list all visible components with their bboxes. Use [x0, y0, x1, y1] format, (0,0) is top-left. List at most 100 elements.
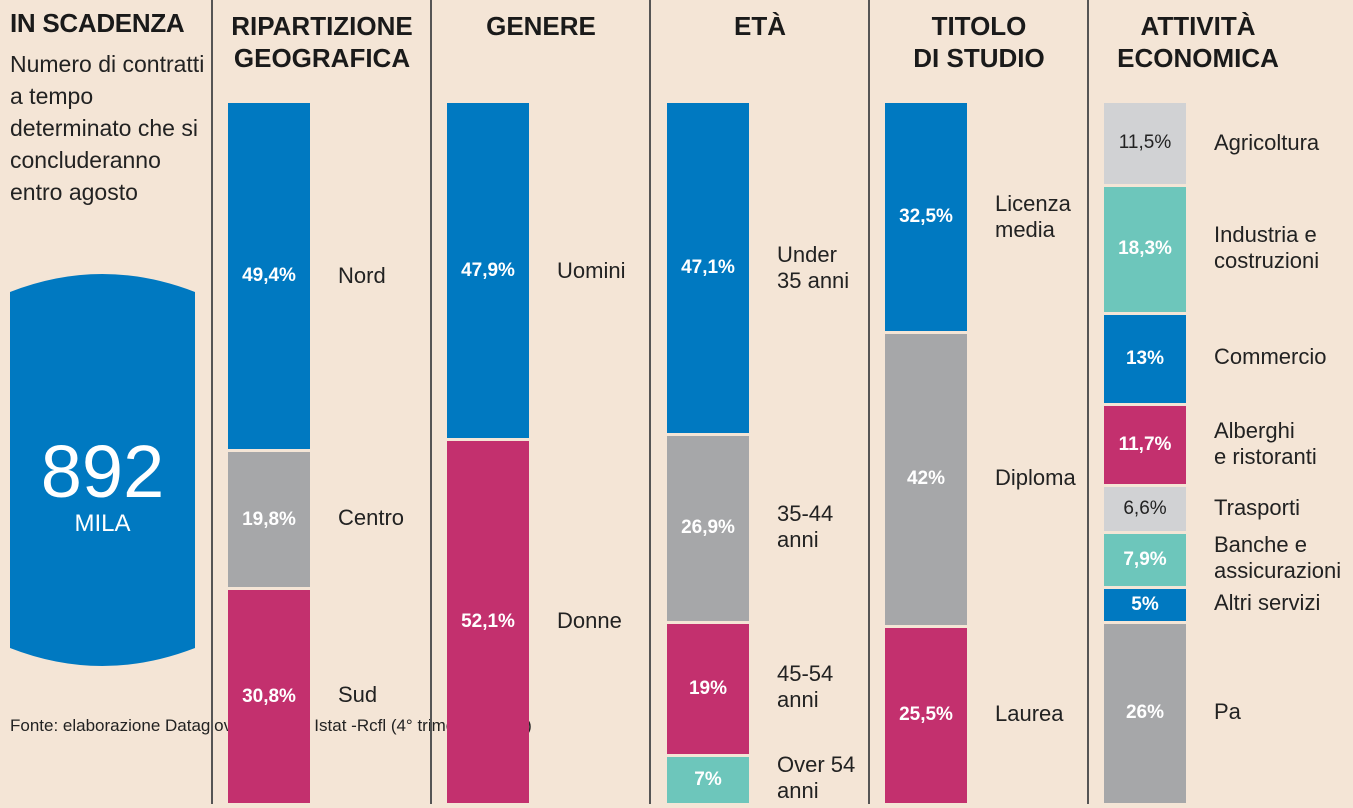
- category-label: Agricoltura: [1214, 130, 1320, 156]
- category-label: Sud: [338, 682, 378, 708]
- category-label: 45-54 anni: [777, 661, 834, 713]
- column-divider: [430, 0, 432, 804]
- chart-title: ETÀ: [734, 11, 786, 41]
- bar-segment-fill: 25,5%: [885, 627, 967, 803]
- stacked-bar: 47,9% Uomini 52,1% Donne: [447, 103, 677, 803]
- chart-title: TITOLO DI STUDIO: [913, 11, 1045, 73]
- data-label: 26,9%: [681, 517, 735, 539]
- category-label: Nord: [338, 262, 386, 288]
- bar-segment: 42% Diploma: [885, 331, 1115, 625]
- category-label: Under 35 anni: [777, 241, 850, 293]
- bar-segment-fill: 7%: [667, 756, 749, 803]
- stacked-bar: 47,1% Under 35 anni 26,9% 35-44 anni 19% 45-5…: [667, 103, 897, 803]
- bar-segment: 47,1% Under 35 anni: [667, 103, 897, 433]
- category-label: Laurea: [995, 700, 1064, 726]
- stacked-bar: 32,5% Licenza media 42% Diploma 25,5% Laurea: [885, 103, 1115, 803]
- bar-segment-fill: 26,9%: [667, 435, 749, 621]
- bar-segment: 26% Pa: [1104, 621, 1334, 803]
- category-label: Trasporti: [1214, 494, 1300, 520]
- bar-segment-fill: 47,1%: [667, 103, 749, 433]
- data-label: 26%: [1125, 702, 1165, 724]
- bar-segment: 30,8% Sud: [228, 587, 458, 803]
- category-label: Donne: [557, 607, 622, 633]
- category-label: Alberghi e ristoranti: [1214, 417, 1317, 469]
- category-label: Over 54 anni: [777, 752, 856, 804]
- bar-segment-fill: 32,5%: [885, 103, 967, 331]
- category-label: Industria e costruzioni: [1214, 221, 1320, 273]
- category-label: Diploma: [995, 464, 1076, 490]
- stacked-bar: 11,5% Agricoltura 18,3% Industria e costruz…: [1104, 103, 1341, 803]
- category-label: Commercio: [1214, 344, 1327, 370]
- bar-segment-fill: 6,6%: [1104, 487, 1186, 531]
- bar-segment-fill: 18,3%: [1104, 186, 1186, 312]
- chart-title: ATTIVITÀ ECONOMICA: [1117, 11, 1279, 73]
- bar-segment: 19% 45-54 anni: [667, 621, 897, 754]
- category-label: 35-44 anni: [777, 500, 834, 552]
- bar-segment-fill: 13%: [1104, 314, 1186, 403]
- bar-segment-fill: 26%: [1104, 623, 1186, 803]
- column-divider: [211, 0, 213, 804]
- bar-segment: 6,6% Trasporti: [1104, 484, 1334, 531]
- data-label: 6,6%: [1123, 498, 1167, 520]
- data-label: 7%: [694, 768, 722, 790]
- bar-segment: 13% Commercio: [1104, 312, 1334, 403]
- bar-segment: 52,1% Donne: [447, 438, 677, 803]
- bar-segment: 11,7% Alberghi e ristoranti: [1104, 403, 1334, 485]
- data-label: 42%: [906, 468, 946, 489]
- column-divider: [1087, 0, 1089, 804]
- bar-segment: 26,9% 35-44 anni: [667, 433, 897, 621]
- data-label: 52,1%: [461, 611, 515, 633]
- column-divider: [649, 0, 651, 804]
- category-label: Licenza media: [995, 190, 1071, 242]
- total-badge-shape: [10, 274, 195, 666]
- bar-segment-fill: 11,7%: [1104, 405, 1186, 485]
- bar-segment-fill: 52,1%: [447, 441, 529, 803]
- bar-segment: 11,5% Agricoltura: [1104, 103, 1334, 184]
- data-label: 19%: [688, 677, 728, 699]
- bar-segment: 7,9% Banche e assicurazioni: [1104, 531, 1341, 586]
- bar-segment-fill: 11,5%: [1104, 103, 1186, 184]
- intro-title: IN SCADENZA: [10, 8, 185, 38]
- data-label: 25,5%: [899, 704, 953, 726]
- stacked-bar: 49,4% Nord 19,8% Centro 30,8% Sud: [228, 103, 458, 803]
- chart-title: GENERE: [486, 11, 596, 41]
- bar-segment-fill: 30,8%: [228, 590, 310, 803]
- data-label: 30,8%: [242, 685, 296, 707]
- bar-segment: 47,9% Uomini: [447, 103, 677, 439]
- bar-segment: 25,5% Laurea: [885, 625, 1115, 803]
- bar-segment-fill: 42%: [885, 333, 967, 625]
- bar-segment-fill: 19,8%: [228, 451, 310, 588]
- bar-segment: 5% Altri servizi: [1104, 586, 1334, 621]
- bar-segment: 49,4% Nord: [228, 103, 458, 449]
- data-label: 49,4%: [242, 264, 296, 286]
- data-label: 47,9%: [461, 259, 515, 281]
- total-value: 892: [40, 430, 165, 513]
- bar-segment: 7% Over 54 anni: [667, 752, 897, 804]
- category-label: Uomini: [557, 257, 626, 283]
- bar-segment-fill: 7,9%: [1104, 533, 1186, 586]
- bar-segment-fill: 49,4%: [228, 103, 310, 449]
- category-label: Pa: [1214, 698, 1241, 724]
- total-badge: 892 MILA: [10, 270, 195, 670]
- bar-segment: 19,8% Centro: [228, 449, 458, 588]
- data-label: 11,5%: [1118, 132, 1172, 154]
- data-label: 18,3%: [1118, 238, 1172, 260]
- total-unit: MILA: [74, 510, 131, 537]
- data-label: 7,9%: [1123, 548, 1167, 570]
- data-label: 11,7%: [1118, 434, 1172, 456]
- category-label: Centro: [338, 505, 405, 531]
- category-label: Altri servizi: [1214, 590, 1321, 616]
- data-label: 13%: [1125, 347, 1165, 369]
- bar-segment-fill: 5%: [1104, 588, 1186, 621]
- data-label: 5%: [1131, 593, 1159, 615]
- bar-segment: 18,3% Industria e costruzioni: [1104, 184, 1334, 312]
- data-label: 47,1%: [681, 256, 735, 278]
- category-label: Banche e assicurazioni: [1214, 532, 1342, 584]
- data-label: 32,5%: [899, 205, 953, 227]
- data-label: 19,8%: [242, 508, 296, 530]
- column-divider: [868, 0, 870, 804]
- bar-segment-fill: 47,9%: [447, 103, 529, 439]
- chart-title: RIPARTIZIONE GEOGRAFICA: [231, 11, 413, 73]
- bar-segment: 32,5% Licenza media: [885, 103, 1115, 331]
